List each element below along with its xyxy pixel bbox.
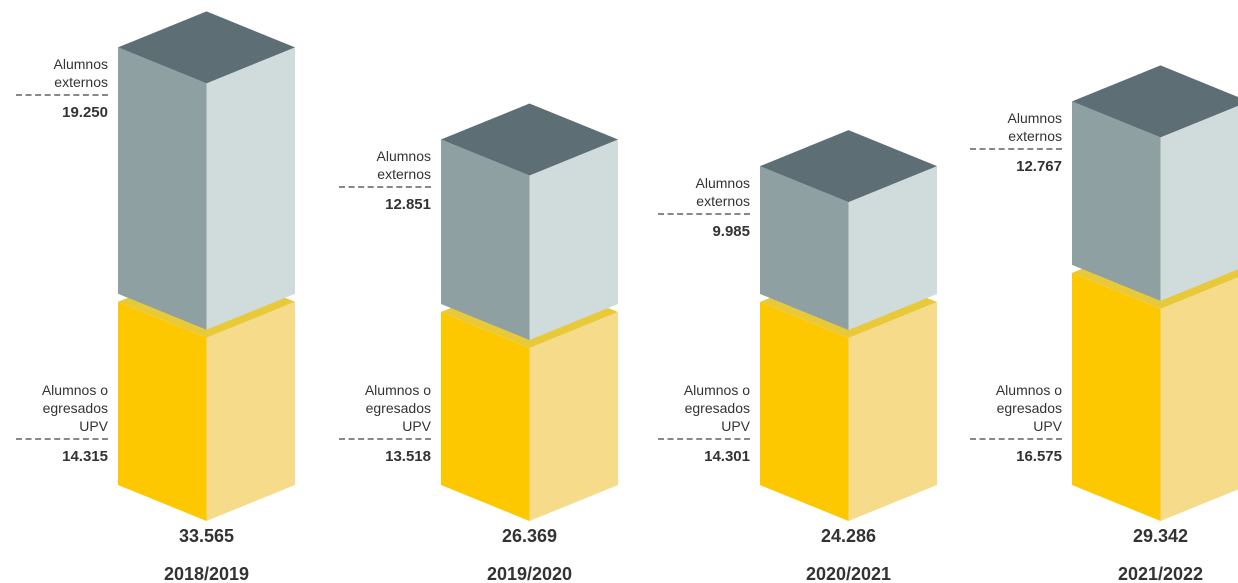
series-name: Alumnos externos (970, 109, 1062, 151)
total-label: 33.565 (179, 526, 234, 546)
bar-side (1160, 105, 1238, 301)
value-label: 14.315 (62, 448, 108, 465)
series-name: Alumnos o egresados UPV (970, 381, 1062, 440)
segment-label: Alumnos externos 19.250 (16, 55, 108, 121)
value-label: 16.575 (1016, 448, 1062, 465)
x-tick-label: 2018/2019 (164, 564, 249, 583)
series-name: Alumnos externos (339, 147, 431, 189)
x-tick-label: 2021/2022 (1118, 564, 1203, 583)
series-name: Alumnos o egresados UPV (658, 381, 750, 440)
bar-side (848, 166, 937, 330)
bar-side (206, 301, 295, 521)
bar-side (529, 311, 618, 521)
bar-front (1072, 272, 1161, 521)
segment-label: Alumnos externos 12.851 (339, 147, 431, 213)
total-label: 24.286 (821, 526, 876, 546)
value-label: 14.301 (704, 448, 750, 465)
bar-front (441, 139, 530, 340)
value-label: 19.250 (62, 104, 108, 122)
total-label: 26.369 (502, 526, 557, 546)
bar-side (1160, 277, 1238, 521)
x-tick-label: 2020/2021 (806, 564, 891, 583)
bar-side (529, 139, 618, 340)
bar-front (118, 47, 207, 330)
series-name: Alumnos externos (16, 55, 108, 97)
value-label: 9.985 (712, 223, 750, 241)
series-name: Alumnos o egresados UPV (339, 381, 431, 440)
segment-label: Alumnos o egresados UPV 13.518 (339, 381, 431, 465)
segment-label: Alumnos o egresados UPV 14.315 (16, 381, 108, 465)
value-label: 13.518 (385, 448, 431, 465)
value-label: 12.851 (385, 196, 431, 214)
series-name: Alumnos o egresados UPV (16, 381, 108, 440)
bar-top (118, 11, 295, 84)
segment-label: Alumnos o egresados UPV 14.301 (658, 381, 750, 465)
bar-front (441, 311, 530, 521)
segment-label: Alumnos externos 12.767 (970, 109, 1062, 175)
bar-top (760, 130, 937, 203)
bar-side (206, 47, 295, 330)
bar-front (118, 301, 207, 521)
series-name: Alumnos externos (658, 174, 750, 216)
bar-front (1072, 101, 1161, 301)
x-tick-label: 2019/2020 (487, 564, 572, 583)
bar-top (1072, 65, 1238, 138)
bar-front (760, 166, 849, 330)
value-label: 12.767 (1016, 158, 1062, 176)
bar-top (441, 103, 618, 176)
segment-label: Alumnos o egresados UPV 16.575 (970, 381, 1062, 465)
total-label: 29.342 (1133, 526, 1188, 546)
bar-side (848, 301, 937, 521)
bar-front (760, 301, 849, 521)
segment-label: Alumnos externos 9.985 (658, 174, 750, 240)
